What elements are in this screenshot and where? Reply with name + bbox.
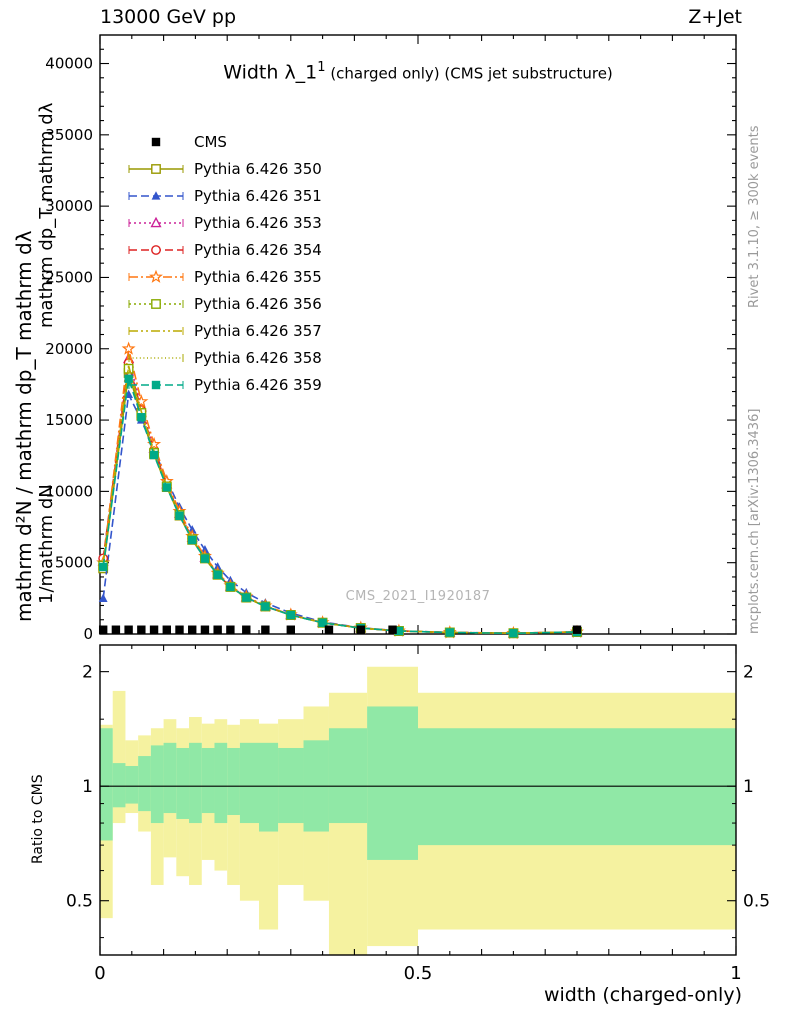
legend-marker-triangle-open-icon xyxy=(128,216,184,227)
svg-text:2: 2 xyxy=(743,663,754,683)
legend-item: CMS xyxy=(127,128,322,155)
legend-item-label: Pythia 6.426 357 xyxy=(194,321,322,340)
svg-text:1: 1 xyxy=(743,777,754,797)
legend-item: Pythia 6.426 357 xyxy=(127,317,322,344)
svg-text:35000: 35000 xyxy=(45,126,93,144)
x-axis-title: width (charged-only) xyxy=(543,984,742,1006)
mcplots-credit-label: mcplots.cern.ch [arXiv:1306.3436] xyxy=(747,408,762,634)
legend-marker-none-icon xyxy=(128,353,184,362)
legend-item: Pythia 6.426 350 xyxy=(127,155,322,182)
legend-marker-star-open-icon xyxy=(128,269,184,283)
ratio-axis-title: Ratio to CMS xyxy=(30,774,46,864)
legend-item-label: Pythia 6.426 359 xyxy=(194,375,322,394)
legend-item: Pythia 6.426 353 xyxy=(127,209,322,236)
rivet-version-label: Rivet 3.1.10, ≥ 300k events xyxy=(747,125,762,308)
legend-item: Pythia 6.426 355 xyxy=(127,263,322,290)
plot-title-superscript: 1 xyxy=(317,60,326,75)
mc-curves xyxy=(96,341,584,640)
y-axis-title-inner-bottom: 1/mathrm dN xyxy=(36,484,57,604)
svg-text:1: 1 xyxy=(730,963,741,984)
svg-text:0.5: 0.5 xyxy=(743,892,770,912)
legend-item: Pythia 6.426 359 xyxy=(127,371,322,398)
ratio-uncertainty-bands xyxy=(100,666,736,955)
legend-marker-square-filled-icon xyxy=(151,137,161,146)
legend-item-label: Pythia 6.426 350 xyxy=(194,159,322,178)
plot-title-main: Width λ_1 xyxy=(223,61,318,84)
legend-item-label: Pythia 6.426 358 xyxy=(194,348,322,367)
svg-text:0.5: 0.5 xyxy=(66,892,93,912)
legend-marker-none-icon xyxy=(128,326,184,335)
svg-text:0.5: 0.5 xyxy=(404,963,433,984)
legend-item-label: Pythia 6.426 351 xyxy=(194,186,322,205)
axis-tick-labels: 0 5000 10000 15000 20000 25000 30000 35000 40000… xyxy=(45,55,770,984)
svg-text:5000: 5000 xyxy=(55,554,93,572)
legend-item-label: Pythia 6.426 356 xyxy=(194,294,322,313)
y-axis-title-outer: mathrm d²N / mathrm dp_T mathrm dλ xyxy=(12,230,36,622)
svg-text:15000: 15000 xyxy=(45,411,93,429)
legend-marker-square-filled-icon xyxy=(128,380,184,389)
legend-item-label: Pythia 6.426 355 xyxy=(194,267,322,286)
svg-text:0: 0 xyxy=(83,625,93,643)
legend-marker-square-open-icon xyxy=(128,163,184,174)
legend-marker-circle-open-icon xyxy=(128,244,184,255)
legend-marker-square-open-icon xyxy=(128,298,184,309)
legend-item: Pythia 6.426 351 xyxy=(127,182,322,209)
svg-text:30000: 30000 xyxy=(45,197,93,215)
legend-item: Pythia 6.426 358 xyxy=(127,344,322,371)
legend-marker-triangle-filled-icon xyxy=(128,190,184,200)
analysis-watermark: CMS_2021_I1920187 xyxy=(345,589,491,604)
legend-item-label: Pythia 6.426 353 xyxy=(194,213,322,232)
cms-data-points xyxy=(98,625,582,634)
plot-title: Width λ_11 (charged only) (CMS jet subst… xyxy=(100,60,736,83)
legend-item: Pythia 6.426 354 xyxy=(127,236,322,263)
svg-text:25000: 25000 xyxy=(45,268,93,286)
y-axis-title-inner-top: mathrm dp_T mathrm dλ xyxy=(36,102,57,328)
svg-text:2: 2 xyxy=(82,663,93,683)
legend: CMS Pythia 6.426 350 Pythia 6.426 351 Pythi… xyxy=(127,128,322,398)
svg-text:40000: 40000 xyxy=(45,55,93,73)
legend-item-label: CMS xyxy=(194,132,227,151)
axis-ticks xyxy=(99,35,737,955)
legend-item-label: Pythia 6.426 354 xyxy=(194,240,322,259)
beam-energy-label: 13000 GeV pp xyxy=(100,6,237,28)
svg-text:10000: 10000 xyxy=(45,482,93,500)
svg-text:20000: 20000 xyxy=(45,340,93,358)
legend-item: Pythia 6.426 356 xyxy=(127,290,322,317)
svg-text:0: 0 xyxy=(94,963,105,984)
svg-text:1: 1 xyxy=(82,777,93,797)
plot-title-detail: (charged only) (CMS jet substructure) xyxy=(325,64,613,83)
process-label: Z+Jet xyxy=(688,6,742,28)
